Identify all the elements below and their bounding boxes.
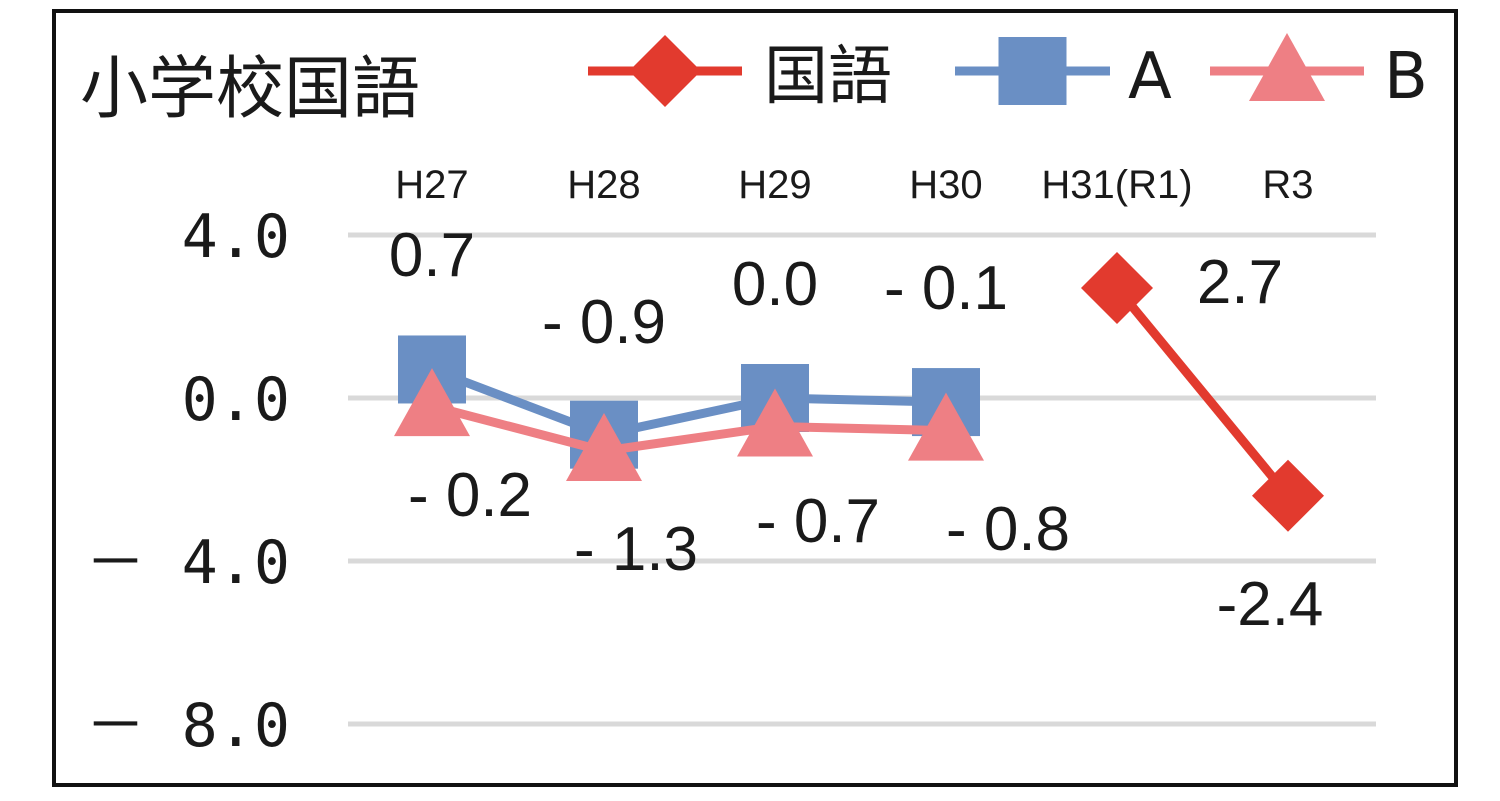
data-label: 0.7 (389, 221, 475, 290)
data-label: - 1.3 (574, 515, 698, 584)
legend-label: A (1128, 40, 1172, 114)
data-label: - 0.9 (542, 288, 666, 357)
data-label: - 0.2 (408, 461, 532, 530)
diamond-marker (1081, 251, 1153, 324)
triangle-marker (1249, 33, 1325, 101)
series-diamond (1081, 251, 1324, 532)
square-marker (998, 37, 1067, 105)
legend-item: B (1210, 33, 1428, 114)
triangle-marker (566, 412, 642, 481)
data-label: - 0.1 (884, 254, 1008, 323)
legend-item: A (955, 37, 1172, 114)
triangle-marker (394, 368, 470, 437)
legend: 国語 A B (588, 33, 1428, 114)
data-label: 2.7 (1197, 248, 1283, 317)
data-label: -2.4 (1217, 570, 1324, 639)
triangle-marker (908, 392, 984, 461)
series-line (430, 365, 947, 440)
chart-title: 小学校国語 (80, 50, 420, 129)
category-label: H27 (395, 163, 468, 207)
series-line (1113, 285, 1292, 499)
diamond-marker (629, 35, 701, 107)
category-label: H31(R1) (1041, 163, 1192, 207)
category-label: H28 (567, 163, 640, 207)
category-label: H30 (909, 163, 982, 207)
data-label: - 0.7 (756, 487, 880, 556)
data-labels: 2.7 -2.4 0.7 - 0.9 0.0 - 0.1 - 0.2 - 1.3 - 0.7 - … (389, 221, 1324, 639)
category-label: H29 (738, 163, 811, 207)
legend-label: 国語 (764, 40, 892, 114)
y-tick-label: － 8.0 (86, 691, 291, 761)
series-line (430, 401, 947, 456)
category-labels: H27 H28 H29 H30 H31(R1) R3 (395, 163, 1313, 207)
category-label: R3 (1262, 163, 1313, 207)
y-tick-label: 0.0 (182, 365, 290, 435)
triangle-marker (737, 388, 813, 457)
legend-label: B (1384, 40, 1428, 114)
data-label: - 0.8 (946, 495, 1070, 564)
series-triangle (394, 368, 984, 481)
y-axis-ticks: 4.0 0.0 － 4.0 － 8.0 (86, 202, 291, 761)
series-square (398, 335, 980, 469)
data-label: 0.0 (732, 250, 818, 319)
legend-item: 国語 (588, 35, 892, 114)
series-layer (394, 251, 1324, 532)
y-tick-label: 4.0 (182, 202, 290, 272)
diamond-marker (1252, 459, 1324, 532)
y-tick-label: － 4.0 (86, 528, 291, 598)
